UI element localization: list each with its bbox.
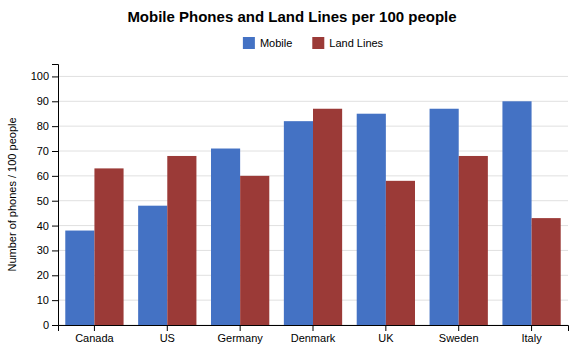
x-tick-mark — [313, 325, 314, 331]
bar — [138, 206, 167, 325]
y-tick: 0 — [43, 319, 58, 331]
y-tick-mark — [52, 151, 58, 152]
y-tick-mark — [52, 226, 58, 227]
x-tick-mark — [385, 325, 386, 331]
bar — [240, 176, 269, 325]
x-tick: US — [160, 325, 175, 344]
grid — [58, 76, 568, 325]
bar — [459, 156, 488, 325]
y-tick-label: 50 — [37, 195, 49, 207]
x-tick-mark — [94, 325, 95, 331]
grid-line — [58, 76, 568, 77]
x-tick-mark — [240, 325, 241, 331]
grid-line — [58, 101, 568, 102]
y-tick: 10 — [37, 294, 58, 306]
y-tick-mark — [52, 176, 58, 177]
y-tick-label: 40 — [37, 220, 49, 232]
y-tick: 90 — [37, 95, 58, 107]
bar — [386, 181, 415, 325]
legend: Mobile Land Lines — [243, 37, 384, 49]
x-axis: Canada US Germany Denmark UK Sweden Italy — [59, 325, 569, 344]
x-tick-mark — [167, 325, 168, 331]
title: Mobile Phones and Land Lines per 100 peo… — [127, 8, 456, 25]
y-tick-mark — [52, 275, 58, 276]
y-tick-label: 20 — [37, 269, 49, 281]
x-tick-label: Denmark — [291, 332, 336, 344]
bar — [284, 121, 313, 325]
y-axis-title: Number of phones / 100 people — [6, 117, 18, 271]
x-tick-label: Canada — [75, 332, 114, 344]
bars — [65, 101, 560, 325]
plot: Canada US Germany Denmark UK Sweden Italy 0 10 20… — [31, 65, 569, 344]
y-tick-mark — [52, 76, 58, 77]
y-tick-label: 60 — [37, 170, 49, 182]
y-tick: 40 — [37, 220, 58, 232]
y-tick-label: 10 — [37, 294, 49, 306]
bar-series — [94, 109, 560, 325]
y-tick-label: 80 — [37, 120, 49, 132]
y-tick-mark — [52, 300, 58, 301]
legend-label: Land Lines — [329, 37, 383, 49]
x-tick-mark — [531, 325, 532, 331]
chart: Mobile Phones and Land Lines per 100 peo… — [0, 0, 584, 355]
y-tick-label: 100 — [31, 70, 49, 82]
legend-label: Mobile — [260, 37, 292, 49]
y-tick-label: 0 — [43, 319, 49, 331]
x-tick-label: Italy — [521, 332, 542, 344]
x-tick: Germany — [218, 325, 264, 344]
bar — [357, 114, 386, 325]
y-tick-mark — [52, 325, 58, 326]
y-tick-mark — [52, 250, 58, 251]
x-tick-label: US — [160, 332, 175, 344]
bar — [430, 109, 459, 325]
bar — [313, 109, 342, 325]
bar-series — [65, 101, 531, 325]
bar — [167, 156, 196, 325]
legend-item: Mobile — [243, 37, 292, 49]
x-tick: Italy — [521, 325, 542, 344]
y-tick: 30 — [37, 244, 58, 256]
y-tick-mark — [52, 126, 58, 127]
bar — [65, 231, 94, 325]
x-tick-label: Sweden — [439, 332, 479, 344]
y-axis-line — [52, 65, 59, 326]
bar — [94, 168, 123, 325]
bar — [502, 101, 531, 325]
y-tick-label: 30 — [37, 244, 49, 256]
y-tick: 80 — [37, 120, 58, 132]
y-axis: 0 10 20 30 40 50 60 70 80 90 100 — [31, 65, 59, 332]
y-tick: 50 — [37, 195, 58, 207]
x-tick: Sweden — [439, 325, 479, 344]
x-tick: Denmark — [291, 325, 336, 344]
y-tick-label: 90 — [37, 95, 49, 107]
y-tick-mark — [52, 101, 58, 102]
y-tick-label: 70 — [37, 145, 49, 157]
x-tick-label: Germany — [218, 332, 264, 344]
x-tick: Canada — [75, 325, 114, 344]
y-tick-mark — [52, 201, 58, 202]
x-tick-label: UK — [378, 332, 394, 344]
y-tick: 70 — [37, 145, 58, 157]
legend-swatch — [243, 37, 255, 49]
y-tick: 60 — [37, 170, 58, 182]
x-tick: UK — [378, 325, 394, 344]
y-tick: 100 — [31, 70, 58, 82]
bar — [532, 218, 561, 325]
bar — [211, 149, 240, 325]
legend-item: Land Lines — [312, 37, 383, 49]
x-tick-mark — [458, 325, 459, 331]
x-axis-line — [59, 326, 569, 332]
legend-swatch — [312, 37, 324, 49]
y-tick: 20 — [37, 269, 58, 281]
